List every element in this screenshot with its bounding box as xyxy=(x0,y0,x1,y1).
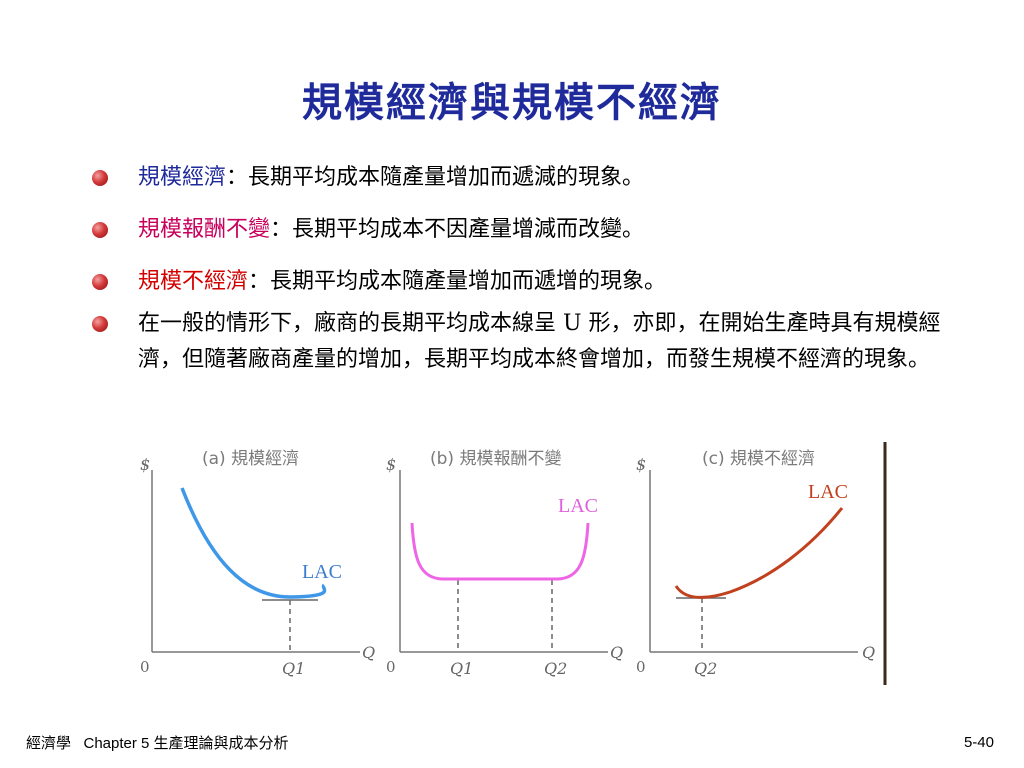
chart-title: (b) 規模報酬不變 xyxy=(430,449,561,469)
chart-diseconomies-of-scale: $ (c) 規模不經濟 Q 0 Q2 LAC xyxy=(636,449,875,678)
x-axis-label: Q xyxy=(610,643,623,662)
chart-title: (a) 規模經濟 xyxy=(202,449,299,469)
y-axis-label: $ xyxy=(386,455,396,474)
lac-curve xyxy=(674,507,844,599)
bullet-dot-icon xyxy=(92,170,108,186)
lac-label: LAC xyxy=(558,495,598,517)
bullet-keyword: 規模經濟 xyxy=(138,165,227,190)
slide-title: 規模經濟與規模不經濟 xyxy=(302,79,722,126)
bullet-u-shape: 在一般的情形下，廠商的長期平均成本線呈 U 形，亦即，在開始生產時具有規模經濟，… xyxy=(92,306,972,378)
origin-label: 0 xyxy=(140,658,150,676)
tick-label-q1: Q1 xyxy=(282,659,305,678)
bullet-dot-icon xyxy=(92,274,108,290)
bullet-keyword: 規模不經濟 xyxy=(138,269,249,294)
origin-label: 0 xyxy=(386,658,396,676)
footer-page-number: 5-40 xyxy=(963,734,994,751)
bullet-text: ：長期平均成本隨產量增加而遞減的現象。 xyxy=(226,165,645,190)
lac-label: LAC xyxy=(808,481,848,503)
bullet-dot-icon xyxy=(92,222,108,238)
bullet-economies-of-scale: 規模經濟：長期平均成本隨產量增加而遞減的現象。 xyxy=(92,160,972,196)
bullet-text: 在一般的情形下，廠商的長期平均成本線呈 U 形，亦即，在開始生產時具有規模經濟，… xyxy=(138,311,941,372)
bullet-keyword: 規模報酬不變 xyxy=(138,217,271,242)
x-axis-label: Q xyxy=(862,643,875,662)
chart-title: (c) 規模不經濟 xyxy=(702,449,815,469)
tick-label-q2: Q2 xyxy=(544,659,567,678)
tick-label-q1: Q1 xyxy=(450,659,473,678)
origin-label: 0 xyxy=(636,658,646,676)
x-axis-label: Q xyxy=(362,643,375,662)
y-axis-label: $ xyxy=(140,455,150,474)
lac-curve xyxy=(410,522,590,581)
lac-curve xyxy=(180,487,327,599)
bullet-diseconomies-of-scale: 規模不經濟：長期平均成本隨產量增加而遞增的現象。 xyxy=(92,264,972,300)
bullet-text: ：長期平均成本隨產量增加而遞增的現象。 xyxy=(248,269,667,294)
bullet-constant-returns: 規模報酬不變：長期平均成本不因產量增減而改變。 xyxy=(92,212,972,248)
bullet-dot-icon xyxy=(92,316,108,332)
y-axis-label: $ xyxy=(636,455,646,474)
lac-charts: $ (a) 規模經濟 Q 0 Q1 LAC $ (b) 規模報酬不變 Q 0 Q… xyxy=(140,442,887,685)
footer-course-label: 經濟學 Chapter 5 生產理論與成本分析 xyxy=(26,735,289,752)
bullet-text: ：長期平均成本不因產量增減而改變。 xyxy=(270,217,645,242)
tick-label-q2: Q2 xyxy=(694,659,717,678)
lac-label: LAC xyxy=(302,561,342,583)
bullet-list: 規模經濟：長期平均成本隨產量增加而遞減的現象。 規模報酬不變：長期平均成本不因產… xyxy=(92,160,972,394)
chart-constant-returns: $ (b) 規模報酬不變 Q 0 Q1 Q2 LAC xyxy=(386,449,623,678)
chart-economies-of-scale: $ (a) 規模經濟 Q 0 Q1 LAC xyxy=(140,449,375,678)
